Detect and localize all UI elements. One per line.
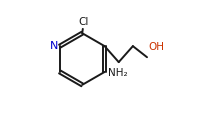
Text: NH₂: NH₂ <box>108 68 127 78</box>
Text: OH: OH <box>148 42 164 52</box>
Text: N: N <box>50 41 58 51</box>
Text: Cl: Cl <box>78 17 89 27</box>
